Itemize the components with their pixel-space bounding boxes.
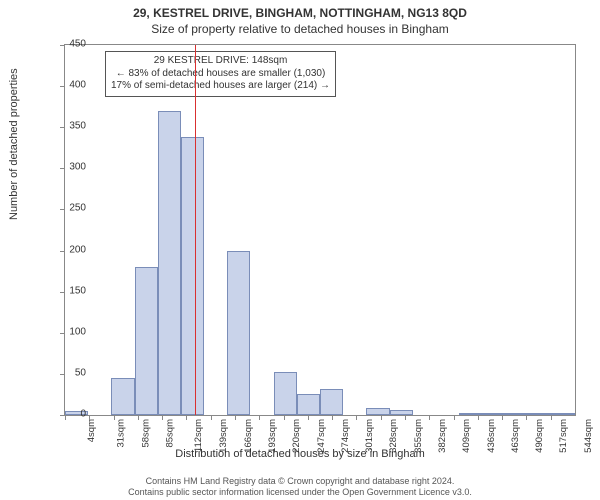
y-axis-label: Number of detached properties <box>8 68 20 220</box>
y-tick-label: 400 <box>46 80 86 91</box>
x-tick-mark <box>405 415 406 420</box>
y-tick-label: 0 <box>46 409 86 420</box>
histogram-bar <box>227 251 250 415</box>
footer-line: Contains public sector information licen… <box>128 487 472 497</box>
x-tick-label: 4sqm <box>86 419 97 442</box>
x-tick-mark <box>502 415 503 420</box>
footer-line: Contains HM Land Registry data © Crown c… <box>146 476 455 486</box>
y-tick-label: 150 <box>46 285 86 296</box>
x-tick-mark <box>356 415 357 420</box>
x-tick-mark <box>478 415 479 420</box>
x-tick-mark <box>211 415 212 420</box>
histogram-bar <box>135 267 158 415</box>
histogram-bar <box>181 137 204 415</box>
x-tick-mark <box>429 415 430 420</box>
histogram-bar <box>297 394 320 415</box>
footer-attribution: Contains HM Land Registry data © Crown c… <box>0 476 600 499</box>
x-tick-label: 31sqm <box>116 419 127 448</box>
x-tick-mark <box>162 415 163 420</box>
x-tick-mark <box>332 415 333 420</box>
page-title: 29, KESTREL DRIVE, BINGHAM, NOTTINGHAM, … <box>0 0 600 20</box>
reference-line <box>195 45 196 415</box>
x-tick-mark <box>526 415 527 420</box>
annotation-line: 29 KESTREL DRIVE: 148sqm <box>154 55 288 66</box>
x-tick-mark <box>259 415 260 420</box>
page-wrap: 29, KESTREL DRIVE, BINGHAM, NOTTINGHAM, … <box>0 0 600 500</box>
page-subtitle: Size of property relative to detached ho… <box>0 20 600 36</box>
x-tick-mark <box>235 415 236 420</box>
y-tick-label: 450 <box>46 39 86 50</box>
histogram-bar <box>111 378 134 415</box>
histogram-bar <box>366 408 389 415</box>
x-tick-mark <box>284 415 285 420</box>
histogram-bar <box>505 413 528 415</box>
histogram-bar <box>320 389 343 415</box>
x-tick-label: 85sqm <box>164 419 175 448</box>
reference-annotation: 29 KESTREL DRIVE: 148sqm ← 83% of detach… <box>105 51 336 97</box>
x-tick-label: 58sqm <box>140 419 151 448</box>
histogram-bar <box>529 413 552 415</box>
histogram-bar <box>552 413 575 415</box>
histogram-bar <box>390 410 413 415</box>
y-tick-label: 250 <box>46 203 86 214</box>
x-tick-mark <box>308 415 309 420</box>
y-tick-label: 200 <box>46 244 86 255</box>
x-tick-mark <box>454 415 455 420</box>
annotation-line: 17% of semi-detached houses are larger (… <box>111 80 330 91</box>
x-tick-mark <box>114 415 115 420</box>
x-axis-label: Distribution of detached houses by size … <box>0 448 600 460</box>
histogram-bar <box>158 111 181 415</box>
y-tick-label: 100 <box>46 326 86 337</box>
y-tick-label: 300 <box>46 162 86 173</box>
histogram-chart: 29 KESTREL DRIVE: 148sqm ← 83% of detach… <box>64 44 576 416</box>
histogram-bar <box>274 372 297 415</box>
x-tick-mark <box>381 415 382 420</box>
y-tick-label: 350 <box>46 121 86 132</box>
x-tick-mark <box>89 415 90 420</box>
x-tick-mark <box>186 415 187 420</box>
x-tick-mark <box>138 415 139 420</box>
annotation-line: ← 83% of detached houses are smaller (1,… <box>116 68 326 79</box>
x-tick-mark <box>551 415 552 420</box>
y-tick-label: 50 <box>46 367 86 378</box>
